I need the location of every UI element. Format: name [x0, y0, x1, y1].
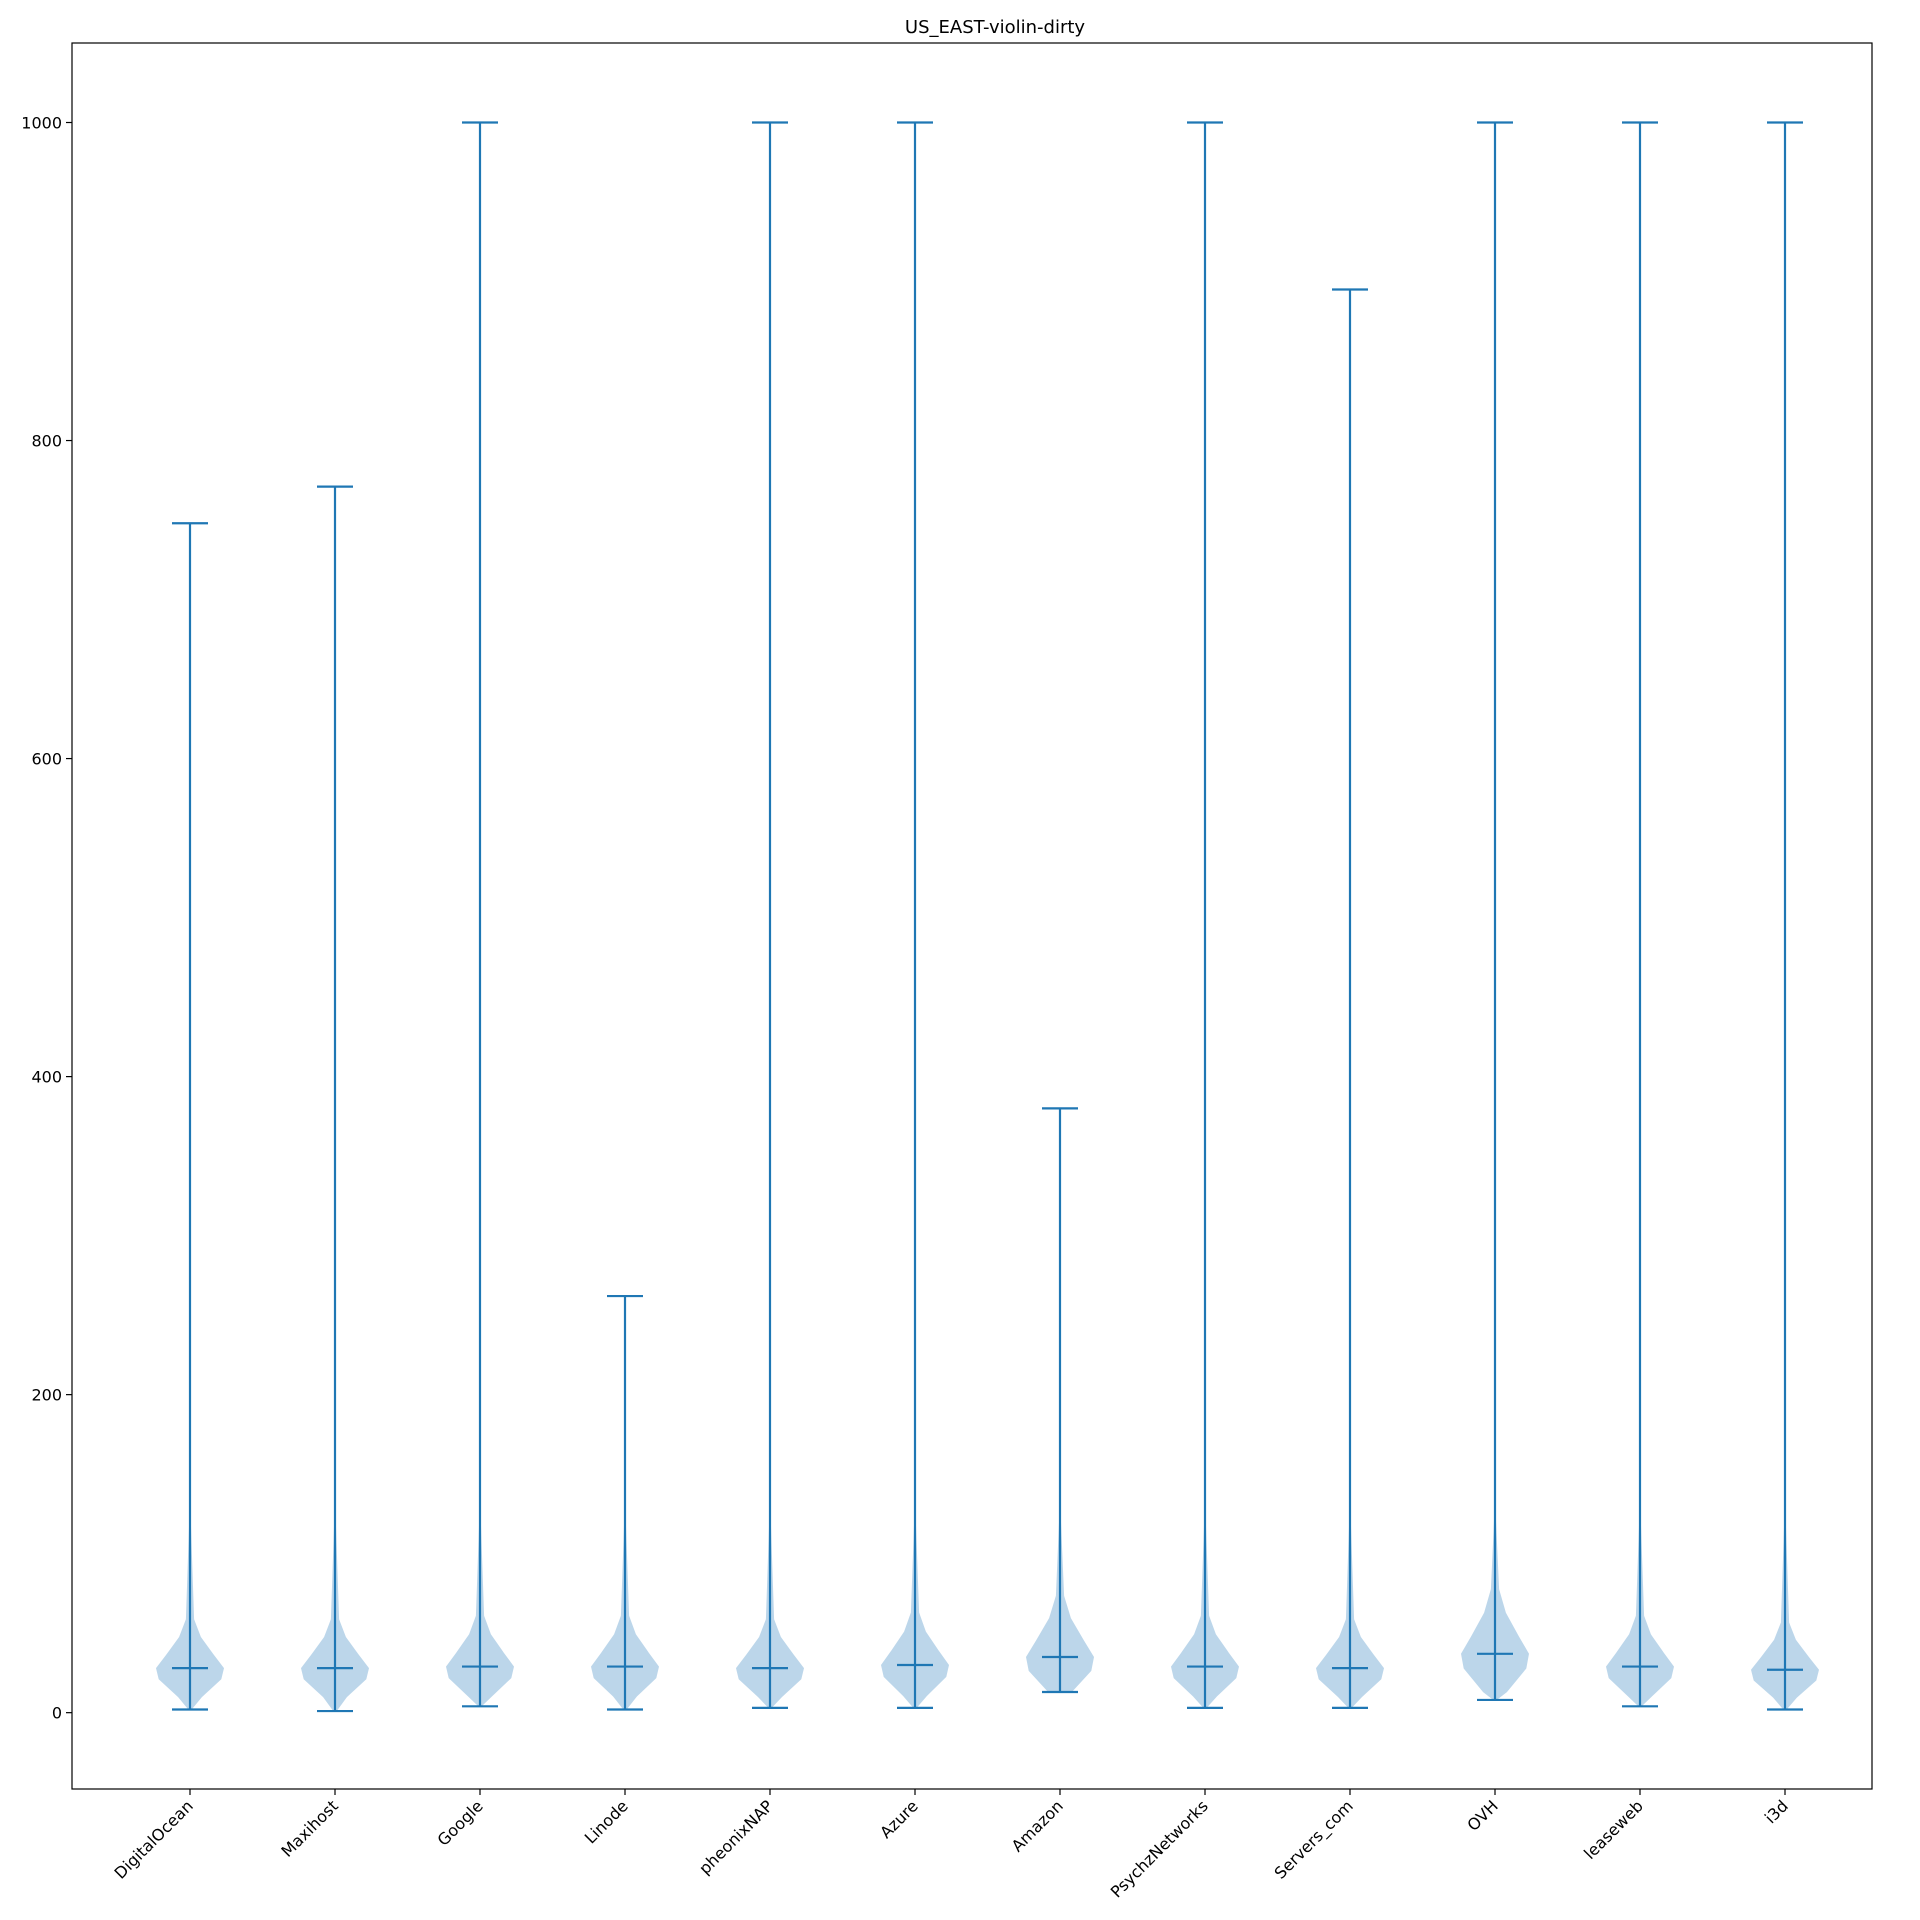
y-tick-label: 800	[31, 432, 62, 451]
y-tick-label: 400	[31, 1068, 62, 1087]
y-tick-label: 1000	[21, 114, 62, 133]
y-axis: 0 200 400 600 800 1000	[21, 114, 72, 1723]
chart-title: US_EAST-violin-dirty	[905, 17, 1086, 38]
y-tick-label: 200	[31, 1386, 62, 1405]
y-tick-label: 600	[31, 750, 62, 769]
violins-layer	[156, 121, 1819, 1713]
y-tick-label: 0	[52, 1704, 62, 1723]
plot-frame	[71, 42, 1873, 1790]
